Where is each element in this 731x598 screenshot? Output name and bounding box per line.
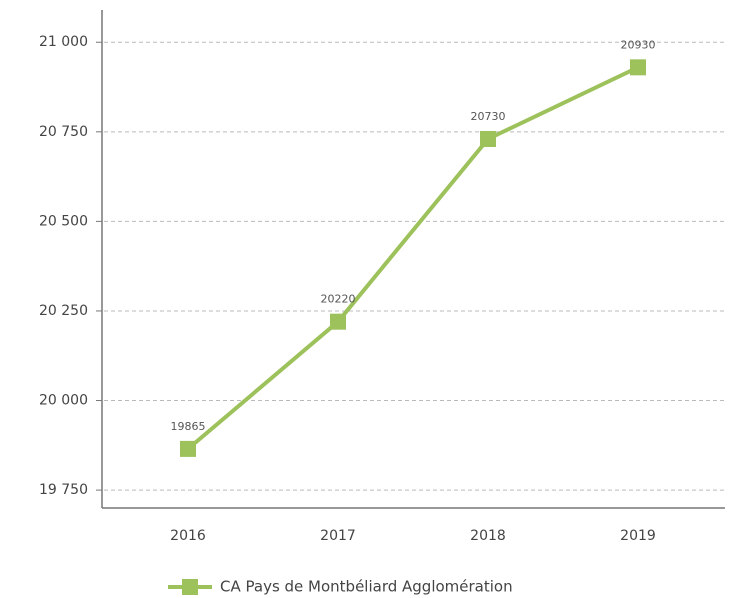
x-tick-label: 2016 [170, 528, 206, 544]
x-tick-label: 2019 [620, 528, 656, 544]
y-tick-label: 20 500 [39, 213, 88, 229]
point [480, 130, 496, 147]
legend-marker [182, 579, 198, 595]
data-label: 20220 [321, 293, 356, 306]
y-tick-label: 20 250 [39, 303, 88, 319]
series-line [186, 65, 639, 451]
data-label: 20730 [471, 110, 506, 123]
y-tick-label: 21 000 [39, 34, 88, 50]
y-tick-label: 20 000 [39, 393, 88, 409]
point [330, 313, 346, 330]
data-label: 19865 [171, 420, 206, 433]
y-tick-label: 20 750 [39, 124, 88, 140]
x-tick-label: 2017 [320, 528, 356, 544]
point [180, 440, 196, 457]
data-label: 20930 [621, 38, 656, 51]
point [630, 59, 646, 76]
x-tick-label: 2018 [470, 528, 506, 544]
y-tick-label: 19 750 [39, 482, 88, 498]
legend-label: CA Pays de Montbéliard Agglomération [220, 578, 513, 596]
